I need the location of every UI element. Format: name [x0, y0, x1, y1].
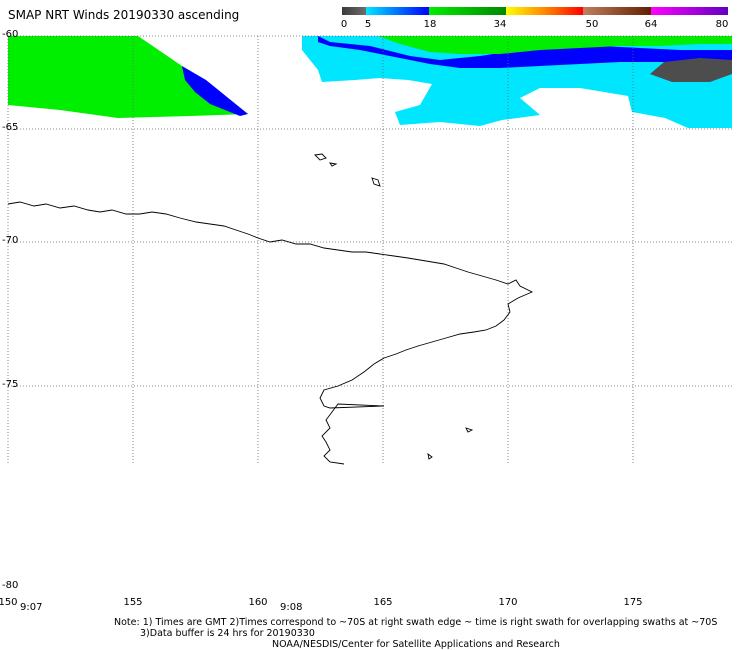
lon-label: 150: [0, 597, 18, 608]
wind-area-strong: [378, 36, 732, 54]
wind-swath-left: [8, 36, 248, 118]
coastline-island: [314, 153, 327, 161]
lat-label: -65: [2, 122, 19, 133]
lon-label: 160: [248, 597, 268, 608]
colorbar-segment-storm: [651, 7, 728, 15]
coastline-island: [465, 427, 474, 433]
colorbar-tick: 5: [364, 19, 372, 30]
colorbar-tick: 0: [340, 19, 348, 30]
colorbar-tick: 18: [423, 19, 437, 30]
colorbar-tick: 34: [493, 19, 507, 30]
coastline-island: [371, 177, 381, 187]
footnote-line-1: Note: 1) Times are GMT 2)Times correspon…: [114, 617, 718, 628]
colorbar-segment-gale: [583, 7, 651, 15]
map-title: SMAP NRT Winds 20190330 ascending: [8, 8, 240, 22]
colorbar-tick: 50: [585, 19, 599, 30]
colorbar-segment-light: [366, 7, 429, 15]
footnote-credit: NOAA/NESDIS/Center for Satellite Applica…: [272, 639, 560, 650]
coastline: [7, 153, 534, 465]
lat-label: -75: [2, 379, 19, 390]
lat-label: -70: [2, 235, 19, 246]
lon-label: 175: [623, 597, 643, 608]
coastline-island: [329, 162, 338, 167]
wind-area-strong: [8, 36, 248, 118]
colorbar-tick: 64: [644, 19, 658, 30]
coastline-main: [7, 201, 534, 465]
wind-speed-colorbar: [342, 7, 728, 15]
wind-area-calm: [650, 58, 732, 82]
wind-area-moderate: [318, 36, 732, 68]
swath-time: 9:07: [20, 602, 43, 613]
wind-swath-right: [302, 36, 732, 128]
lon-label: 170: [498, 597, 518, 608]
wind-area-moderate: [182, 66, 248, 116]
colorbar-segment-moderate: [429, 7, 506, 15]
colorbar-segment-strong: [506, 7, 583, 15]
lat-label: -60: [2, 29, 19, 40]
footnote-line-2: 3)Data buffer is 24 hrs for 20190330: [140, 628, 315, 639]
colorbar-tick-labels: 0 5 18 34 50 64 80: [0, 19, 740, 33]
swath-time: 9:08: [280, 602, 303, 613]
coastline-island: [427, 452, 433, 460]
lon-label: 165: [373, 597, 393, 608]
colorbar-segment-calm: [342, 7, 366, 15]
lat-label: -80: [2, 580, 19, 591]
lon-label: 155: [123, 597, 143, 608]
graticule: [7, 35, 732, 465]
colorbar-tick: 80: [715, 19, 729, 30]
